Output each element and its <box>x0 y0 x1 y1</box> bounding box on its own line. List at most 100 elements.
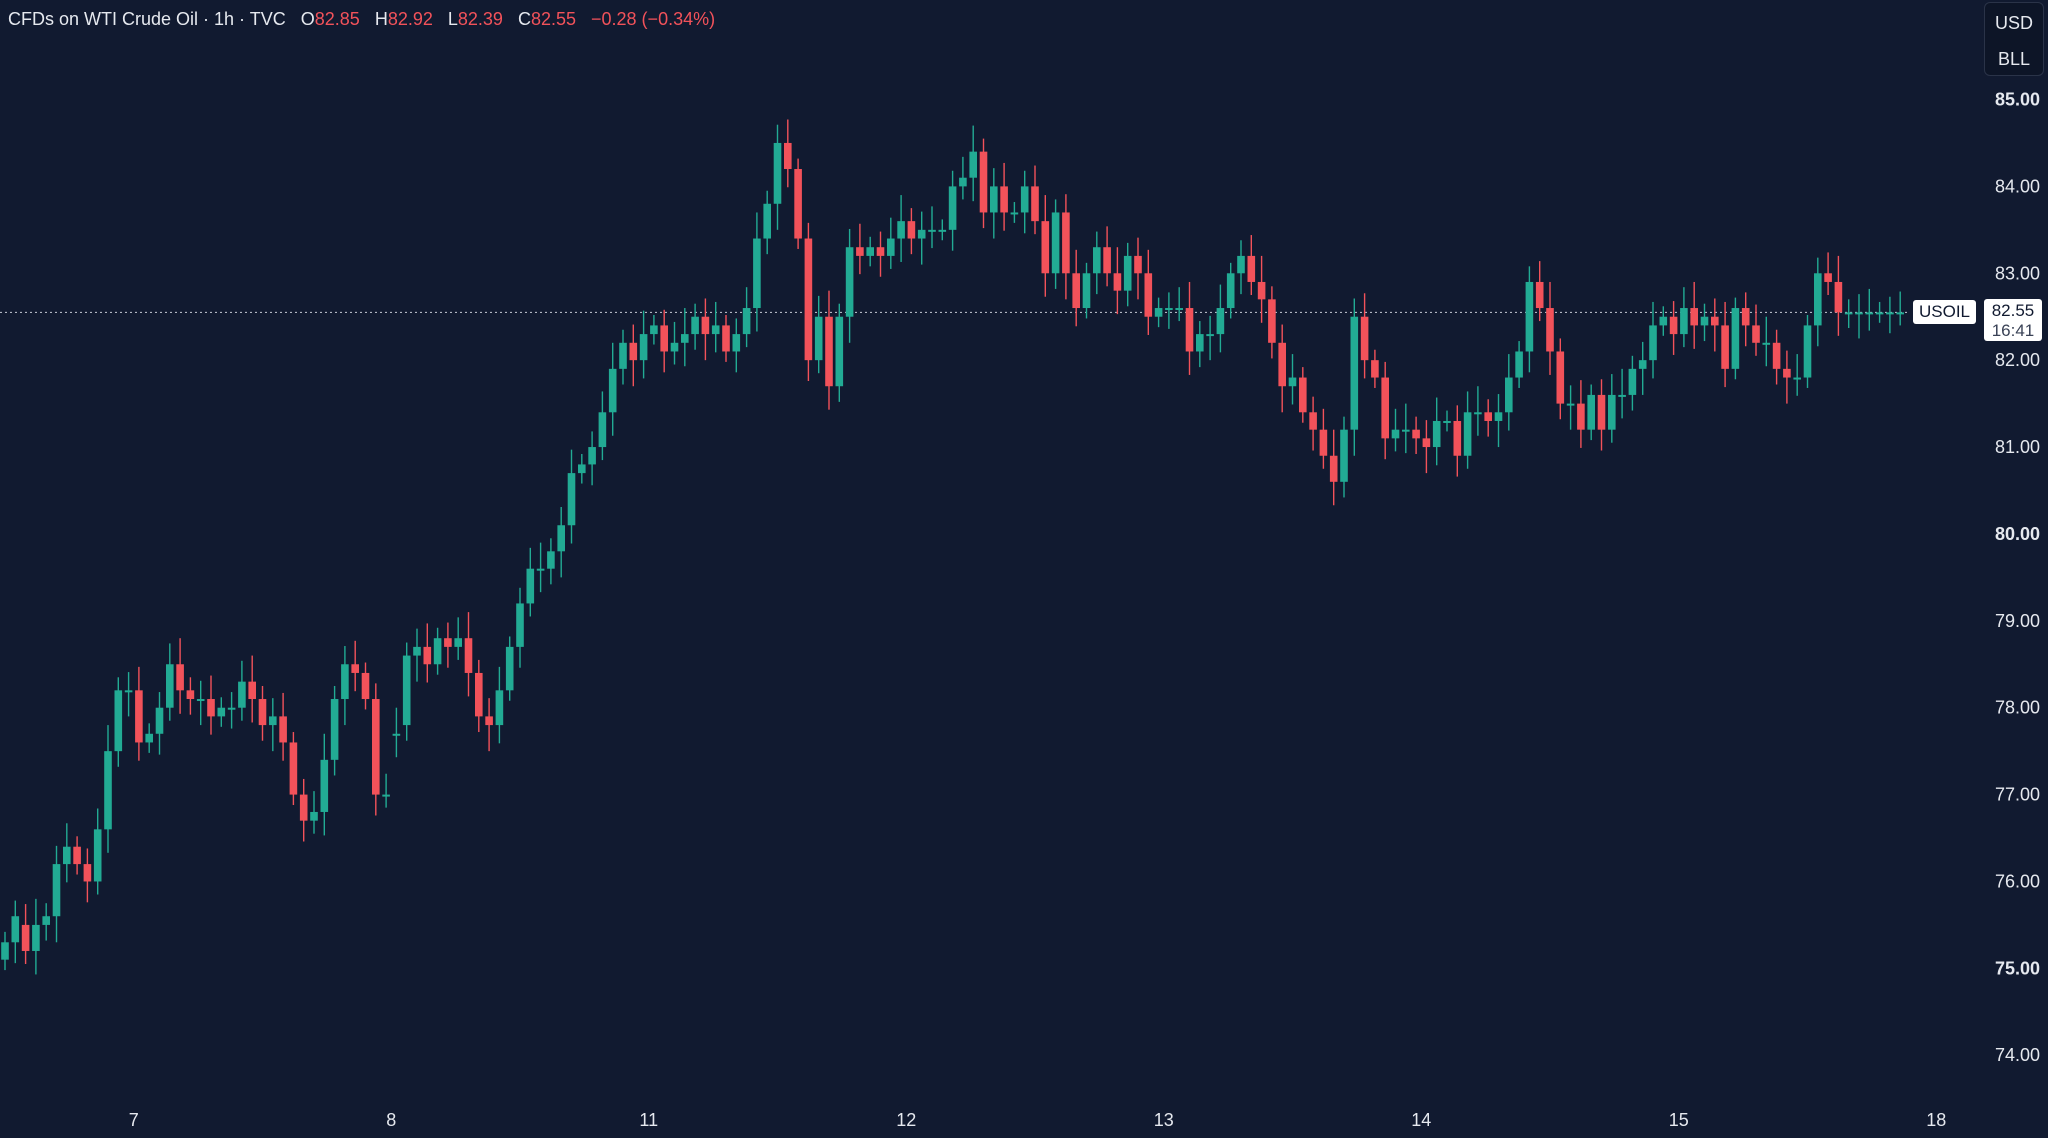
candle-body[interactable] <box>1762 342 1771 345</box>
candle-body[interactable] <box>1793 377 1801 380</box>
candle-body[interactable] <box>145 733 153 743</box>
candle-body[interactable] <box>299 794 308 821</box>
candle-body[interactable] <box>1515 351 1523 378</box>
candle-body[interactable] <box>495 690 504 726</box>
candle-body[interactable] <box>124 690 133 693</box>
candle-body[interactable] <box>330 699 339 760</box>
candle-body[interactable] <box>52 864 61 917</box>
candle-body[interactable] <box>1772 342 1781 369</box>
candle-body[interactable] <box>547 551 555 569</box>
candle-body[interactable] <box>1020 186 1029 213</box>
candle-body[interactable] <box>1402 429 1410 432</box>
candle-body[interactable] <box>1721 325 1729 369</box>
candle-body[interactable] <box>639 334 648 361</box>
candle-body[interactable] <box>567 473 576 526</box>
candle-body[interactable] <box>1783 368 1791 378</box>
candle-body[interactable] <box>248 681 256 700</box>
candle-body[interactable] <box>1319 429 1328 456</box>
candle-body[interactable] <box>650 325 658 335</box>
candle-body[interactable] <box>856 247 864 256</box>
candle-body[interactable] <box>279 716 287 743</box>
candle-body[interactable] <box>454 638 462 647</box>
candle-body[interactable] <box>217 707 226 717</box>
candle-body[interactable] <box>1494 412 1503 421</box>
candle-body[interactable] <box>1896 312 1904 315</box>
candle-body[interactable] <box>269 716 277 726</box>
candle-body[interactable] <box>1680 308 1688 335</box>
candle-body[interactable] <box>536 568 545 571</box>
candle-body[interactable] <box>1432 420 1441 448</box>
candle-body[interactable] <box>289 742 298 795</box>
candle-body[interactable] <box>1257 281 1266 300</box>
candle-body[interactable] <box>1628 368 1637 395</box>
candle-body[interactable] <box>176 664 184 691</box>
candle-body[interactable] <box>1700 316 1709 326</box>
candle-body[interactable] <box>1134 255 1142 274</box>
time-axis[interactable]: 7 8 11 12 13 14 15 18 <box>129 1110 1947 1130</box>
candle-body[interactable] <box>1237 255 1245 274</box>
candle-body[interactable] <box>227 707 236 710</box>
candle-body[interactable] <box>258 699 267 726</box>
candle-body[interactable] <box>701 316 710 335</box>
candle-body[interactable] <box>722 325 730 352</box>
candle-body[interactable] <box>1803 325 1812 378</box>
candle-body[interactable] <box>104 751 112 830</box>
candle-body[interactable] <box>475 672 483 717</box>
candle-body[interactable] <box>320 759 329 812</box>
candle-body[interactable] <box>1247 255 1256 282</box>
candle-body[interactable] <box>969 151 977 178</box>
candle-body[interactable] <box>1154 308 1163 317</box>
candle-body[interactable] <box>1649 325 1657 361</box>
candle-body[interactable] <box>948 186 957 230</box>
candle-body[interactable] <box>1855 312 1863 315</box>
candle-body[interactable] <box>753 238 761 309</box>
candle-body[interactable] <box>794 169 802 239</box>
candle-body[interactable] <box>1618 394 1626 397</box>
candle-body[interactable] <box>1185 308 1194 352</box>
candle-body[interactable] <box>1608 394 1616 430</box>
candle-body[interactable] <box>629 342 638 361</box>
price-axis[interactable]: 85.00 84.00 83.00 82.00 81.00 80.00 79.00 78.00… <box>1995 90 2040 1066</box>
candle-body[interactable] <box>557 525 565 552</box>
candle-body[interactable] <box>1226 273 1235 309</box>
candle-body[interactable] <box>516 603 524 647</box>
candle-body[interactable] <box>310 811 318 821</box>
candle-body[interactable] <box>413 646 421 656</box>
candle-body[interactable] <box>804 238 813 361</box>
candle-body[interactable] <box>186 690 195 700</box>
candle-body[interactable] <box>876 247 885 256</box>
candle-body[interactable] <box>1391 429 1400 439</box>
candle-body[interactable] <box>1659 316 1668 326</box>
candle-body[interactable] <box>711 325 720 335</box>
candle-body[interactable] <box>814 316 823 361</box>
candle-body[interactable] <box>392 733 401 736</box>
candle-body[interactable] <box>1711 316 1719 326</box>
candle-body[interactable] <box>526 568 535 604</box>
candle-body[interactable] <box>928 229 936 232</box>
candle-body[interactable] <box>1875 312 1884 315</box>
candle-body[interactable] <box>1638 360 1647 369</box>
candle-body[interactable] <box>382 794 390 797</box>
candle-body[interactable] <box>1834 281 1843 313</box>
candle-body[interactable] <box>1474 412 1482 415</box>
symbol-legend[interactable]: CFDs on WTI Crude Oil · 1h · TVC O82.85 … <box>8 9 715 30</box>
candle-body[interactable] <box>1144 273 1153 317</box>
candle-body[interactable] <box>1072 273 1080 309</box>
candle-body[interactable] <box>1165 308 1173 311</box>
candle-body[interactable] <box>1752 325 1760 343</box>
candle-body[interactable] <box>938 229 947 232</box>
candle-body[interactable] <box>341 664 349 700</box>
candle-body[interactable] <box>1453 420 1462 456</box>
candle-body[interactable] <box>959 177 967 187</box>
candle-body[interactable] <box>660 325 668 352</box>
candle-body[interactable] <box>93 829 102 882</box>
candle-body[interactable] <box>42 916 50 925</box>
candle-body[interactable] <box>1 942 9 960</box>
candle-body[interactable] <box>1350 316 1359 430</box>
candle-body[interactable] <box>1103 247 1111 274</box>
candle-body[interactable] <box>1422 438 1431 448</box>
candle-body[interactable] <box>1556 351 1565 404</box>
candle-body[interactable] <box>1010 212 1019 215</box>
candle-body[interactable] <box>114 690 123 752</box>
